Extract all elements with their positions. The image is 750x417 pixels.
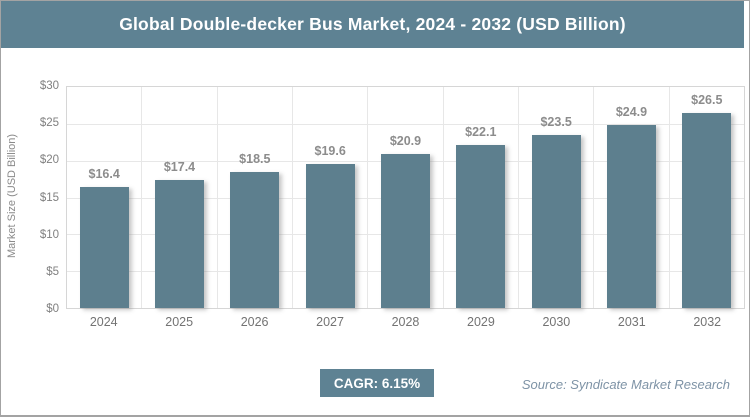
bar-value-label: $23.5 xyxy=(540,114,572,129)
bar-value-label: $17.4 xyxy=(163,159,196,174)
bar-value-label: $20.9 xyxy=(389,134,422,149)
bar xyxy=(79,187,129,308)
bar-group: $19.6 xyxy=(293,87,369,308)
bar xyxy=(606,124,656,308)
bar-group: $17.4 xyxy=(142,87,218,308)
bar-value-label: $18.5 xyxy=(239,151,271,166)
plot-area: $16.4 $17.4 $18.5 $19.6 $20.9 $22.1 $23.5 $24.9… xyxy=(66,86,745,309)
x-axis-label: 2024 xyxy=(89,315,118,329)
y-tick-label: $10 xyxy=(39,228,59,241)
bar-group: $22.1 xyxy=(444,87,519,308)
bar xyxy=(682,112,732,308)
bar xyxy=(230,171,280,308)
x-axis-label: 2025 xyxy=(165,315,194,329)
chart-title: Global Double-decker Bus Market, 2024 - … xyxy=(119,14,626,34)
y-tick-label: $30 xyxy=(39,80,59,92)
bar xyxy=(531,134,581,308)
x-axis-label: 2032 xyxy=(693,315,722,329)
bar-series: $16.4 $17.4 $18.5 $19.6 $20.9 $22.1 $23.5 $24.9… xyxy=(67,87,744,308)
bar-value-label: $16.4 xyxy=(88,167,120,182)
bar-value-label: $22.1 xyxy=(465,125,497,140)
gridline xyxy=(67,123,744,125)
source-text: Source: Syndicate Market Research xyxy=(521,377,730,392)
bar-group: $26.5 xyxy=(670,87,744,308)
bar-group: $23.5 xyxy=(519,87,595,308)
bar-group: $18.5 xyxy=(218,87,293,308)
y-tick-label: $15 xyxy=(39,191,59,204)
cagr-badge: CAGR: 6.15% xyxy=(320,369,434,397)
y-axis-ticks: $0 $5 $10 $15 $20 $25 $30 xyxy=(1,80,59,315)
x-axis-label: 2030 xyxy=(542,315,571,329)
bar xyxy=(456,145,506,308)
bar-group: $24.9 xyxy=(594,87,670,308)
x-axis-label: 2029 xyxy=(467,315,495,329)
y-tick-label: $25 xyxy=(39,117,59,130)
bar-value-label: $24.9 xyxy=(615,104,648,119)
y-tick-label: $20 xyxy=(39,154,59,167)
bar-value-label: $26.5 xyxy=(691,92,723,107)
bar xyxy=(305,163,355,308)
bar-group: $16.4 xyxy=(67,87,143,308)
y-tick-label: $5 xyxy=(46,265,59,278)
y-tick-label: $0 xyxy=(46,303,59,315)
x-axis-labels: 2024 2025 2026 2027 2028 2029 2030 2031 2032 xyxy=(66,315,745,329)
x-axis-label: 2027 xyxy=(316,315,344,329)
x-axis-label: 2028 xyxy=(391,315,420,329)
x-axis-label: 2031 xyxy=(617,315,646,329)
bar-group: $20.9 xyxy=(368,87,444,308)
bar-value-label: $19.6 xyxy=(314,143,346,158)
bar xyxy=(380,154,430,308)
bar xyxy=(154,179,204,308)
chart-title-bar: Global Double-decker Bus Market, 2024 - … xyxy=(1,1,744,48)
x-axis-label: 2026 xyxy=(240,315,269,329)
